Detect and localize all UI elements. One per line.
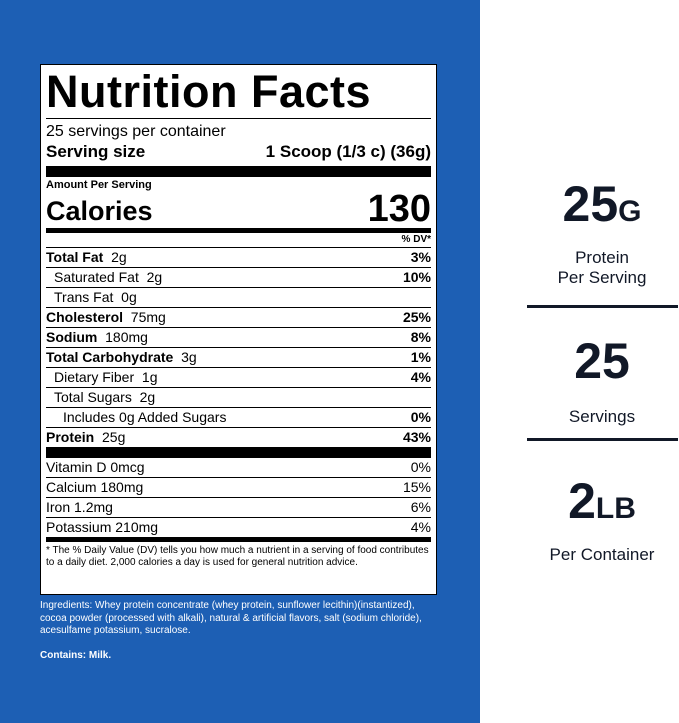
nutrient-amount: 75mg: [130, 309, 166, 325]
label-title: Nutrition Facts: [46, 66, 372, 117]
vitamin-row-calcium: Calcium 180mg 15%: [46, 477, 431, 497]
nutrient-dv: 1%: [410, 349, 431, 365]
calories-row: Calories 130: [46, 188, 431, 230]
nutrient-row-total-carbohydrate: Total Carbohydrate 3g 1%: [46, 347, 431, 367]
dv-header: % DV*: [401, 234, 431, 245]
stat-value: 25: [562, 176, 619, 232]
nutrient-dv: 10%: [402, 269, 431, 285]
product-panel: Nutrition Facts 25 servings per containe…: [0, 0, 480, 723]
nutrient-amount: 2g: [146, 269, 163, 285]
nutrient-name: Sodium: [46, 329, 98, 345]
stat-unit: LB: [595, 492, 636, 525]
nutrient-dv: 43%: [402, 429, 431, 445]
vitamin-text: Iron 1.2mg: [46, 499, 113, 515]
nutrient-dv: 25%: [402, 309, 431, 325]
nutrient-row-dietary-fiber: Dietary Fiber 1g 4%: [46, 367, 431, 387]
nutrient-dv: 8%: [410, 329, 431, 345]
nutrient-row-protein: Protein 25g 43%: [46, 427, 431, 447]
nutrient-name: Trans Fat: [54, 289, 114, 305]
nutrient-name: Saturated Fat: [54, 269, 139, 285]
vitamin-row-potassium: Potassium 210mg 4%: [46, 517, 431, 537]
allergen-statement: Contains: Milk.: [40, 650, 112, 661]
stat-protein: 25G Protein Per Serving: [526, 178, 678, 288]
nutrient-name: Includes 0g Added Sugars: [63, 409, 227, 425]
vitamin-text: Vitamin D 0mcg: [46, 459, 145, 475]
stat-label-line1: Per Container: [549, 545, 655, 564]
nutrient-row-added-sugars: Includes 0g Added Sugars 0%: [46, 407, 431, 427]
stat-label-line1: Protein: [575, 248, 629, 267]
vitamin-dv: 4%: [410, 519, 431, 535]
vitamin-dv: 6%: [410, 499, 431, 515]
nutrient-row-total-fat: Total Fat 2g 3%: [46, 247, 431, 267]
nutrient-row-cholesterol: Cholesterol 75mg 25%: [46, 307, 431, 327]
serving-size-label: Serving size: [46, 142, 146, 161]
nutrient-amount: 25g: [102, 429, 126, 445]
nutrient-amount: 1g: [141, 369, 158, 385]
stat-value: 2: [568, 473, 596, 529]
stat-value: 25: [574, 333, 630, 389]
stat-divider: [527, 438, 678, 441]
nutrient-dv: 0%: [410, 409, 431, 425]
serving-size-row: Serving size 1 Scoop (1/3 c) (36g): [46, 141, 431, 163]
serving-size-value: 1 Scoop (1/3 c) (36g): [265, 142, 431, 161]
calories-label: Calories: [46, 196, 153, 226]
nutrient-amount: 2g: [139, 389, 156, 405]
nutrient-amount: 180mg: [105, 329, 148, 345]
dv-footnote: * The % Daily Value (DV) tells you how m…: [46, 545, 429, 568]
nutrient-row-saturated-fat: Saturated Fat 2g 10%: [46, 267, 431, 287]
calories-value: 130: [367, 188, 431, 230]
servings-per-container: 25 servings per container: [46, 123, 226, 140]
nutrient-name: Cholesterol: [46, 309, 124, 325]
nutrient-name: Total Fat: [46, 249, 104, 265]
vitamin-text: Calcium 180mg: [46, 479, 144, 495]
stat-unit: G: [618, 195, 642, 228]
nutrient-dv: 4%: [410, 369, 431, 385]
stat-label-line2: Per Serving: [557, 268, 647, 287]
nutrient-amount: 3g: [181, 349, 197, 365]
vitamin-dv: 0%: [410, 459, 431, 475]
nutrient-name: Total Carbohydrate: [46, 349, 174, 365]
ingredients-text: Ingredients: Whey protein concentrate (w…: [40, 600, 422, 636]
vitamin-row-iron: Iron 1.2mg 6%: [46, 497, 431, 517]
nutrient-name: Protein: [46, 429, 95, 445]
nutrient-row-total-sugars: Total Sugars 2g: [46, 387, 431, 407]
nutrient-row-sodium: Sodium 180mg 8%: [46, 327, 431, 347]
nutrient-amount: 2g: [111, 249, 127, 265]
vitamin-text: Potassium 210mg: [46, 519, 159, 535]
nutrient-name: Dietary Fiber: [54, 369, 135, 385]
stat-label-line1: Servings: [568, 407, 636, 426]
nutrient-amount: 0g: [121, 289, 137, 305]
nutrient-dv: 3%: [410, 249, 431, 265]
nutrient-row-trans-fat: Trans Fat 0g: [46, 287, 431, 307]
stat-servings: 25 Servings: [526, 335, 678, 427]
stat-weight: 2LB Per Container: [526, 475, 678, 565]
nutrient-name: Total Sugars: [54, 389, 132, 405]
amount-per-serving: Amount Per Serving: [46, 179, 152, 191]
vitamin-dv: 15%: [402, 479, 431, 495]
nutrition-facts-label: Nutrition Facts 25 servings per containe…: [40, 64, 437, 595]
vitamin-row-vitamin-d: Vitamin D 0mcg 0%: [46, 458, 431, 477]
stat-divider: [527, 305, 678, 308]
